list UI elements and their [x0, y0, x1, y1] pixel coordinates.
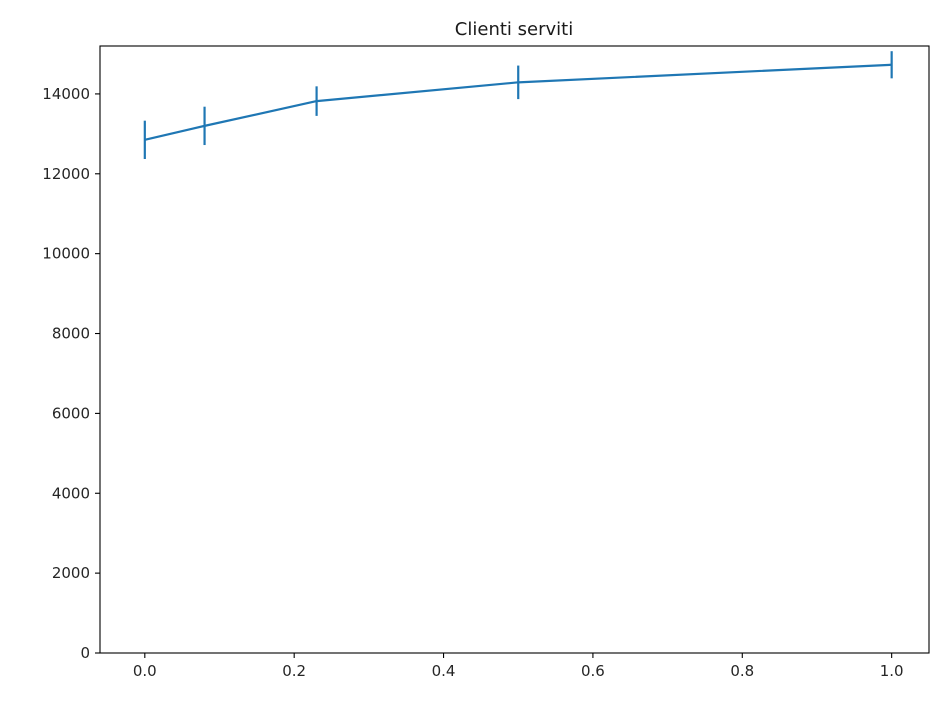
x-tick-label: 0.2 — [282, 662, 306, 680]
x-tick-label: 0.8 — [730, 662, 754, 680]
x-tick-label: 1.0 — [880, 662, 904, 680]
x-tick-label: 0.4 — [432, 662, 456, 680]
y-tick-label: 8000 — [52, 325, 90, 343]
y-tick-label: 0 — [80, 644, 90, 662]
plot-area — [143, 51, 893, 160]
y-tick-label: 10000 — [42, 245, 90, 263]
axes: 0.0 0.2 0.4 0.6 0.8 1.0 0 2000 4000 6000 8000 10000… — [42, 45, 930, 680]
y-tick-label: 12000 — [42, 165, 90, 183]
x-tick-label: 0.0 — [133, 662, 157, 680]
y-tick-label: 4000 — [52, 484, 90, 502]
x-tick-label: 0.6 — [581, 662, 605, 680]
y-tick-label: 6000 — [52, 404, 90, 422]
y-tick-label: 14000 — [42, 85, 90, 103]
y-tick-label: 2000 — [52, 564, 90, 582]
chart-title: Clienti serviti — [455, 19, 573, 40]
plot-frame — [99, 45, 930, 654]
